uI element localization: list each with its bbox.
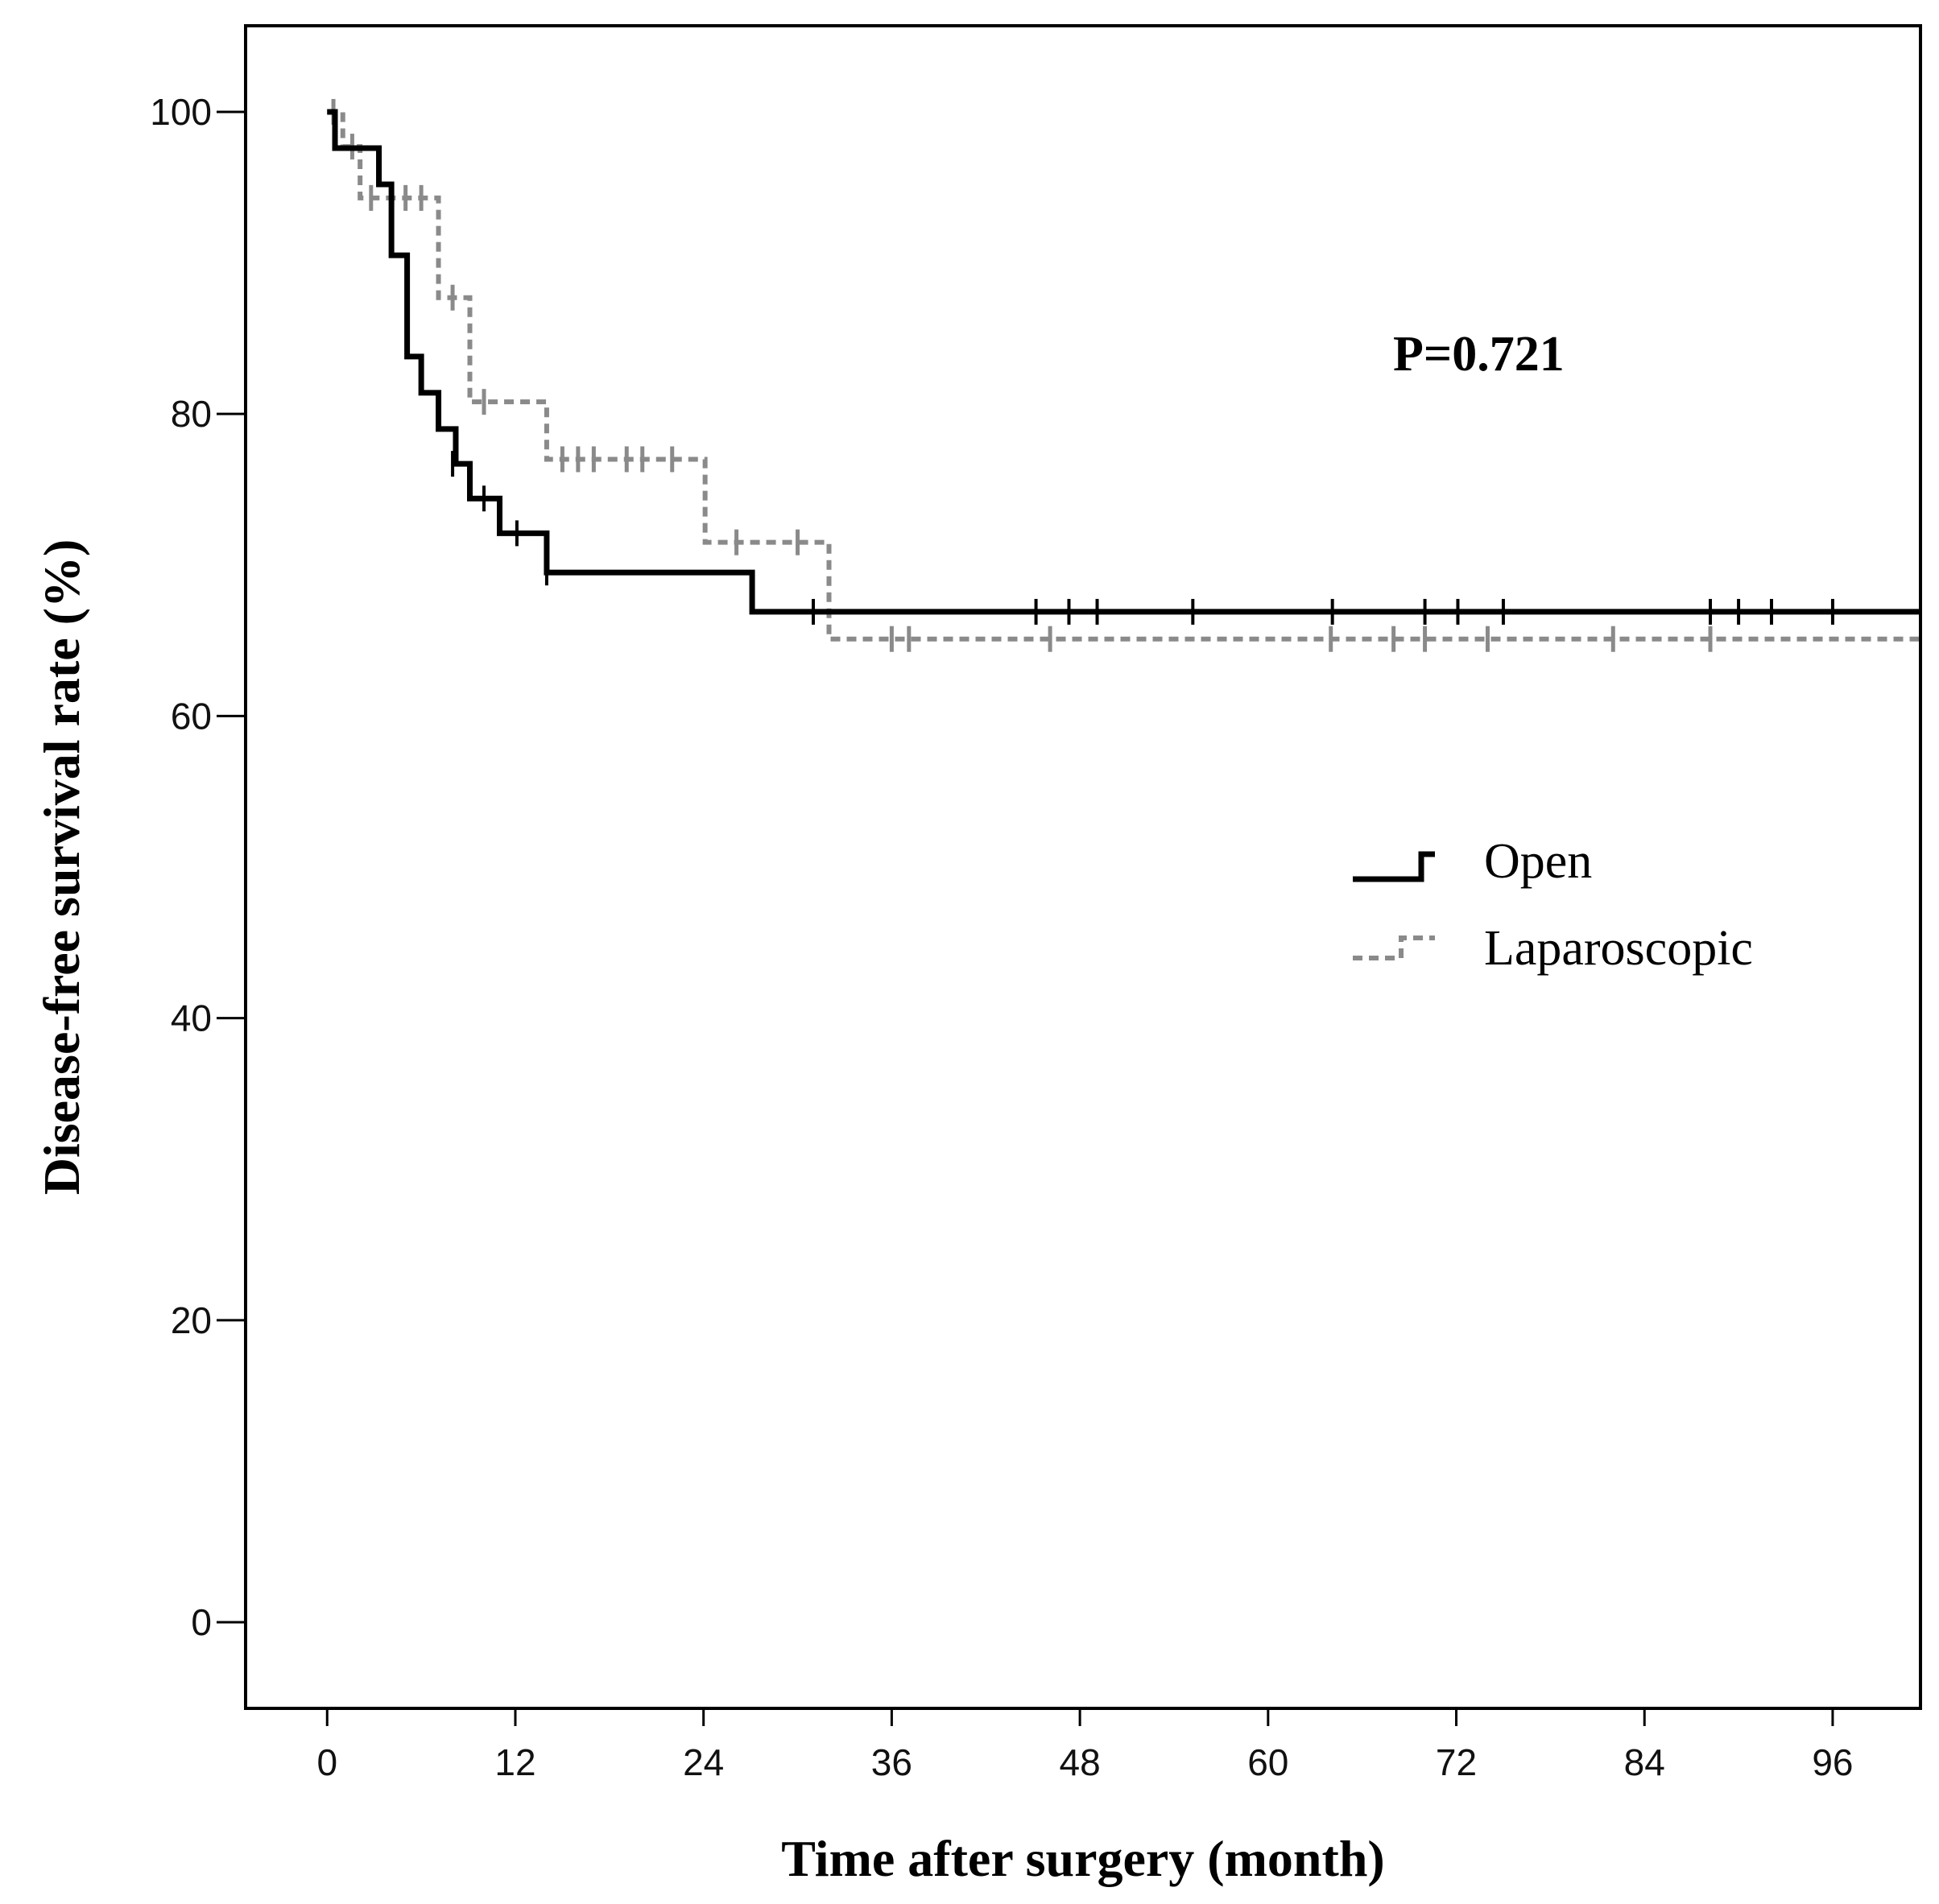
x-tick-label: 60	[1247, 1741, 1288, 1783]
x-tick-label: 84	[1624, 1741, 1665, 1783]
x-tick-label: 12	[494, 1741, 535, 1783]
x-tick-label: 24	[683, 1741, 724, 1783]
y-axis-title: Disease-free survival rate (%)	[33, 539, 90, 1196]
x-tick-label: 0	[316, 1741, 337, 1783]
p-value-annotation: P=0.721	[1393, 327, 1565, 382]
series-layer	[327, 98, 1920, 652]
survival-curve-open	[327, 109, 1920, 615]
legend-swatch-laparoscopic	[1353, 935, 1435, 960]
legend-swatch-open	[1353, 851, 1435, 882]
y-tick-label: 20	[171, 1299, 212, 1341]
y-tick-label: 0	[191, 1601, 212, 1643]
legend-label-laparoscopic: Laparoscopic	[1484, 921, 1753, 976]
y-tick-label: 80	[171, 393, 212, 435]
ticks-layer: 0 12 24 36 48 60 72 84 96 0 20 40 60 80 100	[150, 91, 1853, 1783]
x-tick-label: 72	[1436, 1741, 1477, 1783]
legend-label-open: Open	[1484, 834, 1592, 889]
x-tick-label: 96	[1812, 1741, 1853, 1783]
survival-curve-laparoscopic	[327, 109, 1920, 642]
y-tick-label: 60	[171, 695, 212, 737]
x-axis-title: Time after surgery (month)	[781, 1830, 1384, 1887]
x-tick-label: 48	[1060, 1741, 1101, 1783]
plot-frame	[244, 24, 1922, 1710]
legend: Open Laparoscopic	[1353, 834, 1753, 976]
y-tick-label: 100	[150, 91, 212, 133]
x-tick-label: 36	[871, 1741, 912, 1783]
y-tick-label: 40	[171, 997, 212, 1039]
